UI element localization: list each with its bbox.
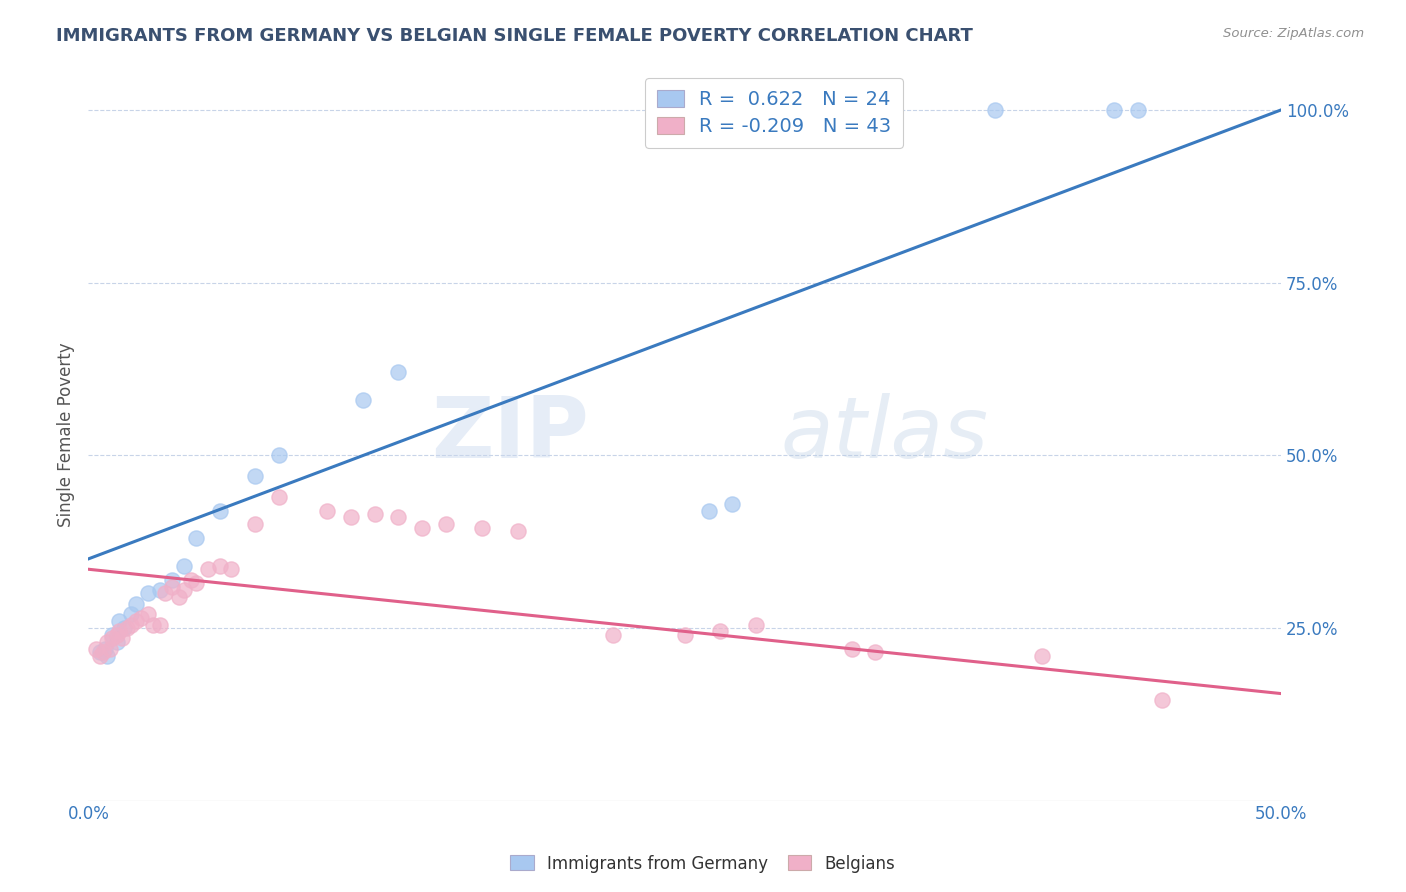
- Point: [841, 641, 863, 656]
- Point: [363, 507, 385, 521]
- Point: [112, 621, 135, 635]
- Point: [180, 573, 202, 587]
- Point: [94, 641, 117, 656]
- Point: [105, 634, 128, 648]
- Point: [387, 366, 409, 380]
- Text: IMMIGRANTS FROM GERMANY VS BELGIAN SINGLE FEMALE POVERTY CORRELATION CHART: IMMIGRANTS FROM GERMANY VS BELGIAN SINGL…: [56, 27, 973, 45]
- Point: [84, 641, 107, 656]
- Point: [1150, 693, 1173, 707]
- Point: [315, 503, 337, 517]
- Point: [98, 641, 121, 656]
- Point: [221, 562, 243, 576]
- Point: [709, 624, 731, 639]
- Point: [89, 648, 111, 663]
- Point: [111, 632, 134, 646]
- Point: [160, 573, 183, 587]
- Point: [434, 517, 457, 532]
- Point: [1126, 103, 1149, 117]
- Point: [115, 621, 138, 635]
- Point: [197, 562, 219, 576]
- Point: [120, 607, 142, 621]
- Point: [269, 490, 291, 504]
- Point: [96, 648, 118, 663]
- Point: [184, 531, 207, 545]
- Y-axis label: Single Female Poverty: Single Female Poverty: [58, 343, 75, 527]
- Point: [208, 503, 231, 517]
- Point: [352, 392, 374, 407]
- Point: [506, 524, 529, 539]
- Point: [125, 614, 148, 628]
- Point: [120, 617, 142, 632]
- Point: [865, 645, 887, 659]
- Point: [173, 582, 195, 597]
- Point: [387, 510, 409, 524]
- Point: [1102, 103, 1125, 117]
- Point: [136, 607, 159, 621]
- Point: [208, 558, 231, 573]
- Point: [108, 624, 131, 639]
- Legend: R =  0.622   N = 24, R = -0.209   N = 43: R = 0.622 N = 24, R = -0.209 N = 43: [645, 78, 903, 148]
- Point: [245, 517, 267, 532]
- Point: [160, 580, 183, 594]
- Point: [149, 617, 172, 632]
- Point: [173, 558, 195, 573]
- Point: [184, 576, 207, 591]
- Point: [101, 628, 124, 642]
- Legend: Immigrants from Germany, Belgians: Immigrants from Germany, Belgians: [503, 848, 903, 880]
- Point: [101, 632, 124, 646]
- Point: [245, 469, 267, 483]
- Point: [105, 628, 128, 642]
- Point: [149, 582, 172, 597]
- Point: [1031, 648, 1053, 663]
- Point: [721, 497, 744, 511]
- Point: [673, 628, 696, 642]
- Point: [269, 448, 291, 462]
- Point: [983, 103, 1005, 117]
- Point: [602, 628, 624, 642]
- Point: [91, 645, 114, 659]
- Point: [125, 597, 148, 611]
- Point: [745, 617, 768, 632]
- Point: [129, 610, 152, 624]
- Point: [142, 617, 165, 632]
- Point: [89, 645, 111, 659]
- Text: ZIP: ZIP: [432, 393, 589, 476]
- Text: atlas: atlas: [780, 393, 988, 476]
- Point: [697, 503, 720, 517]
- Text: Source: ZipAtlas.com: Source: ZipAtlas.com: [1223, 27, 1364, 40]
- Point: [339, 510, 361, 524]
- Point: [167, 590, 190, 604]
- Point: [108, 614, 131, 628]
- Point: [471, 521, 494, 535]
- Point: [153, 586, 176, 600]
- Point: [411, 521, 433, 535]
- Point: [96, 634, 118, 648]
- Point: [136, 586, 159, 600]
